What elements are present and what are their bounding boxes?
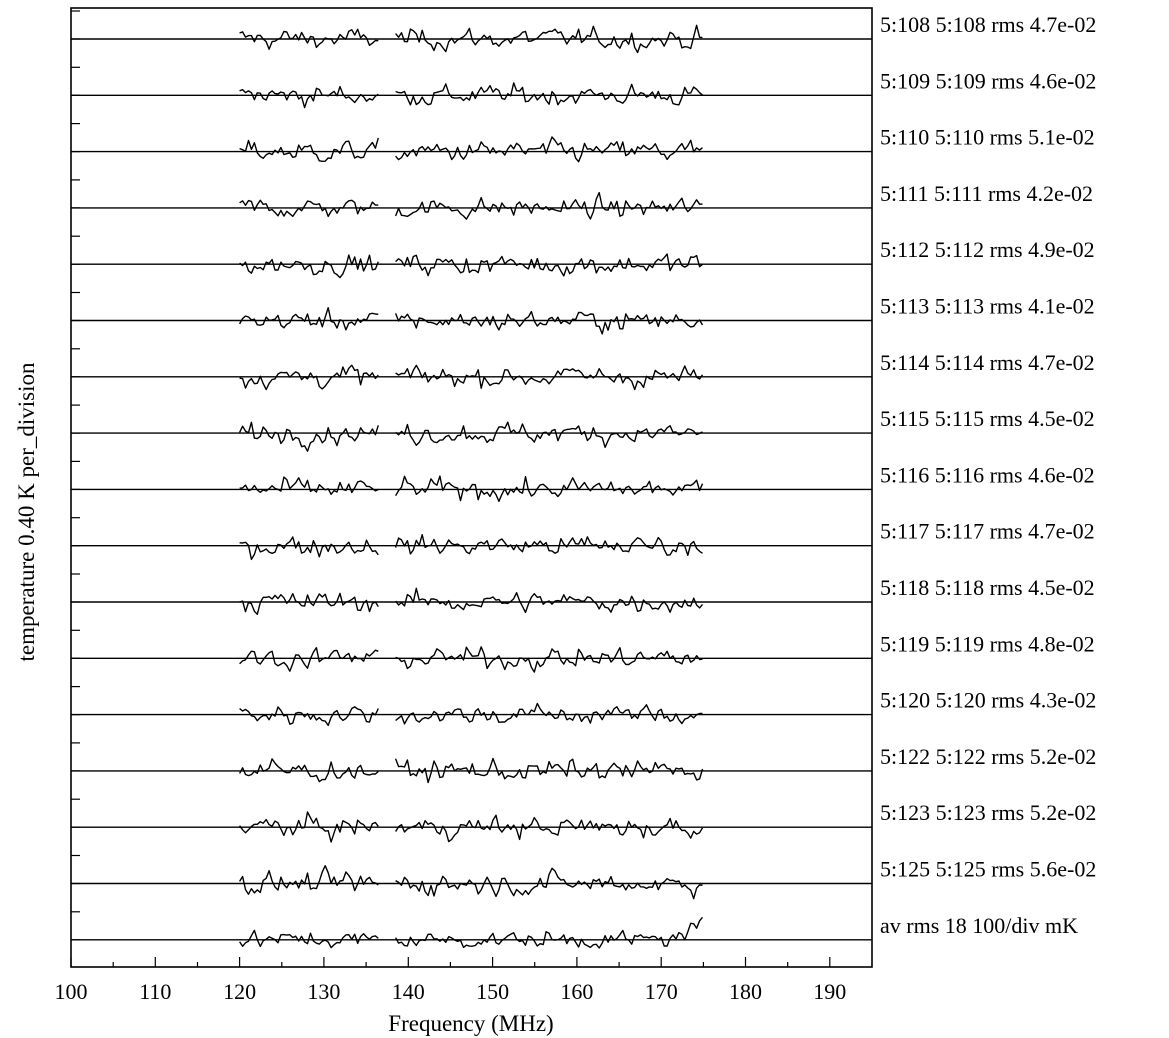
trace-line-segment	[239, 811, 379, 843]
x-tick-label: 120	[223, 979, 256, 1004]
trace-label: 5:122 5:122 rms 5.2e-02	[880, 744, 1096, 769]
trace-group	[71, 24, 872, 949]
x-tick-label: 150	[476, 979, 509, 1004]
trace-label: 5:108 5:108 rms 4.7e-02	[880, 12, 1096, 37]
trace-line-segment	[394, 757, 704, 784]
trace-line-segment	[239, 254, 379, 279]
trace-label: 5:109 5:109 rms 4.6e-02	[880, 68, 1096, 93]
trace-line-segment	[395, 136, 703, 163]
trace-line-segment	[395, 867, 703, 900]
trace-line-segment	[239, 865, 379, 895]
trace-line-segment	[394, 916, 704, 949]
trace-label: 5:119 5:119 rms 4.8e-02	[880, 631, 1095, 656]
trace-line-segment	[238, 307, 379, 331]
x-tick-label: 170	[645, 979, 678, 1004]
trace-label: 5:114 5:114 rms 4.7e-02	[880, 350, 1095, 375]
trace-label: 5:116 5:116 rms 4.6e-02	[880, 462, 1095, 487]
trace-line-segment	[239, 706, 379, 727]
trace-line-segment	[394, 191, 703, 220]
x-tick-label: 160	[560, 979, 593, 1004]
trace-line-segment	[239, 137, 379, 163]
trace-line-segment	[395, 646, 703, 673]
trace-line-segment	[238, 758, 379, 783]
trace-label: 5:123 5:123 rms 5.2e-02	[880, 800, 1096, 825]
trace-line-segment	[239, 199, 379, 218]
trace-label: 5:111 5:111 rms 4.2e-02	[880, 181, 1093, 206]
trace-line-segment	[239, 28, 379, 50]
trace-label: 5:113 5:113 rms 4.1e-02	[880, 294, 1095, 319]
trace-line-segment	[395, 814, 704, 843]
trace-line-segment	[395, 82, 703, 106]
trace-line-segment	[239, 929, 379, 949]
left-axis-ticks	[71, 10, 80, 941]
x-tick-label: 190	[813, 979, 846, 1004]
x-tick-label: 130	[307, 979, 340, 1004]
trace-line-segment	[395, 421, 703, 448]
trace-line-segment	[238, 421, 379, 452]
trace-line-segment	[239, 364, 379, 391]
trace-line-segment	[395, 24, 703, 54]
trace-label: 5:110 5:110 rms 5.1e-02	[880, 125, 1095, 150]
x-tick-label: 110	[139, 979, 171, 1004]
trace-label: 5:125 5:125 rms 5.6e-02	[880, 857, 1096, 882]
trace-label: 5:112 5:112 rms 4.9e-02	[880, 237, 1095, 262]
trace-line-segment	[394, 310, 704, 335]
x-axis: 100 110 120 130 140 150 160 170 180 190	[55, 957, 846, 1004]
trace-label: 5:118 5:118 rms 4.5e-02	[880, 575, 1095, 600]
trace-line-segment	[395, 253, 703, 277]
trace-label: av rms 18 100/div mK	[880, 913, 1078, 938]
x-axis-title: Frequency (MHz)	[388, 1011, 553, 1036]
trace-line-segment	[239, 85, 379, 109]
trace-line-segment	[395, 587, 704, 614]
plot-frame	[70, 7, 873, 968]
trace-label: 5:117 5:117 rms 4.7e-02	[880, 519, 1095, 544]
trace-label-group: 5:108 5:108 rms 4.7e-02 5:109 5:109 rms 4…	[880, 12, 1096, 938]
trace-line-segment	[239, 592, 379, 615]
x-tick-label: 100	[55, 979, 88, 1004]
trace-line-segment	[239, 647, 379, 672]
trace-line-segment	[395, 702, 703, 725]
trace-line-segment	[394, 534, 703, 556]
trace-label: 5:120 5:120 rms 4.3e-02	[880, 688, 1096, 713]
y-axis-title: temperature 0.40 K per_division	[14, 362, 39, 661]
x-tick-label: 140	[392, 979, 425, 1004]
x-tick-label: 180	[729, 979, 762, 1004]
trace-line-segment	[395, 364, 704, 391]
trace-line-segment	[394, 475, 704, 502]
trace-label: 5:115 5:115 rms 4.5e-02	[880, 406, 1095, 431]
trace-line-segment	[239, 476, 379, 495]
trace-line-segment	[239, 536, 379, 561]
